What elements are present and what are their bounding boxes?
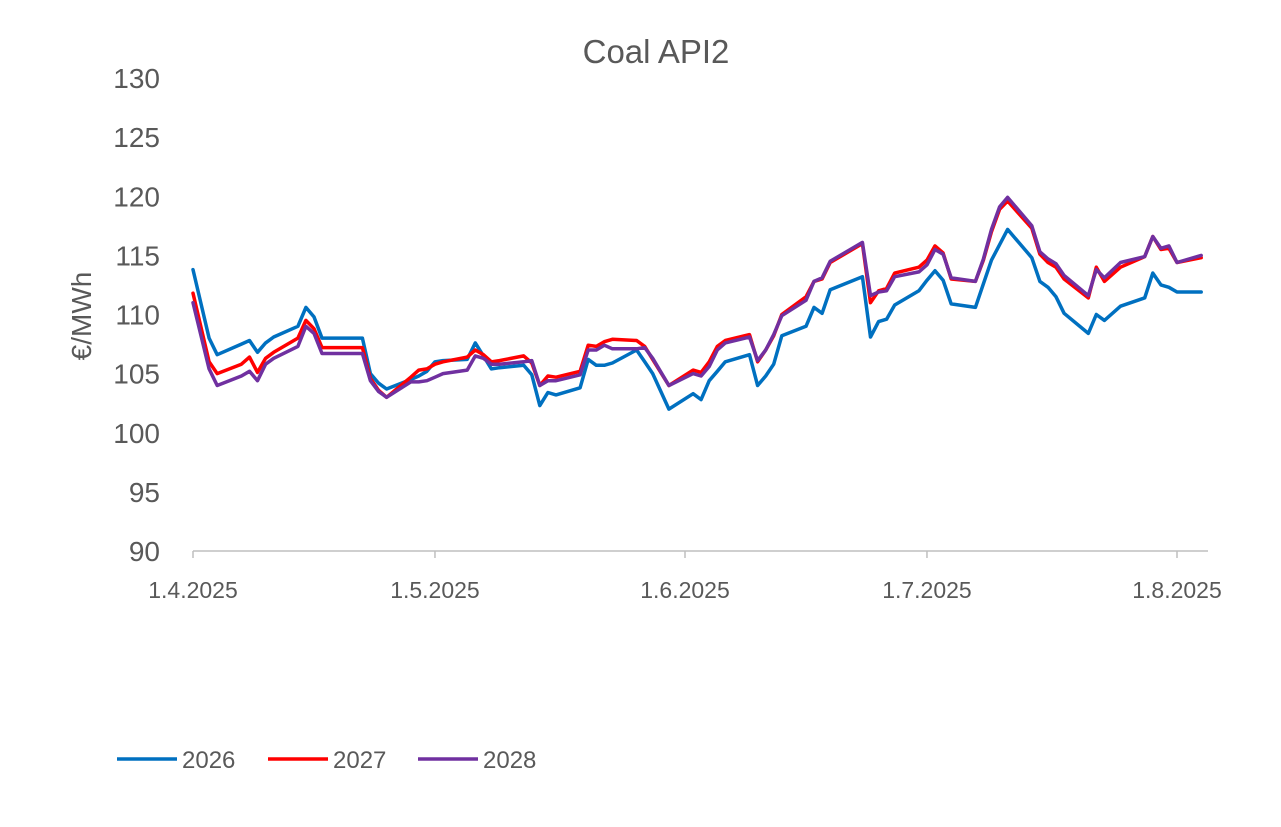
x-axis: 1.4.2025 1.5.2025 1.6.2025 1.7.2025 1.8.2025 <box>148 550 1222 603</box>
series-line-2027 <box>191 199 1203 400</box>
y-tick-label: 95 <box>129 477 160 508</box>
x-tick-label: 1.4.2025 <box>148 577 238 603</box>
y-tick-label: 100 <box>113 418 160 449</box>
legend-label-2026: 2026 <box>182 747 235 774</box>
y-tick-label: 90 <box>129 536 160 567</box>
series-line-2026 <box>191 227 1203 411</box>
y-tick-label: 120 <box>113 181 160 212</box>
legend-label-2028: 2028 <box>483 747 536 774</box>
x-tick-label: 1.7.2025 <box>882 577 972 603</box>
y-tick-label: 130 <box>113 63 160 94</box>
y-axis-ticks: 90 95 100 105 110 115 120 125 130 <box>113 63 160 567</box>
legend: 2026 2027 2028 <box>117 747 536 774</box>
y-tick-label: 105 <box>113 359 160 390</box>
series-line-2028 <box>191 195 1203 400</box>
y-tick-label: 110 <box>115 300 160 331</box>
y-tick-label: 115 <box>115 240 160 271</box>
x-tick-label: 1.5.2025 <box>390 577 480 603</box>
y-axis-label: €/MWh <box>66 272 97 361</box>
x-tick-label: 1.8.2025 <box>1132 577 1222 603</box>
series-lines <box>191 195 1203 411</box>
x-tick-label: 1.6.2025 <box>640 577 730 603</box>
legend-label-2027: 2027 <box>333 747 386 774</box>
chart-title: Coal API2 <box>583 33 730 70</box>
y-tick-label: 125 <box>113 122 160 153</box>
